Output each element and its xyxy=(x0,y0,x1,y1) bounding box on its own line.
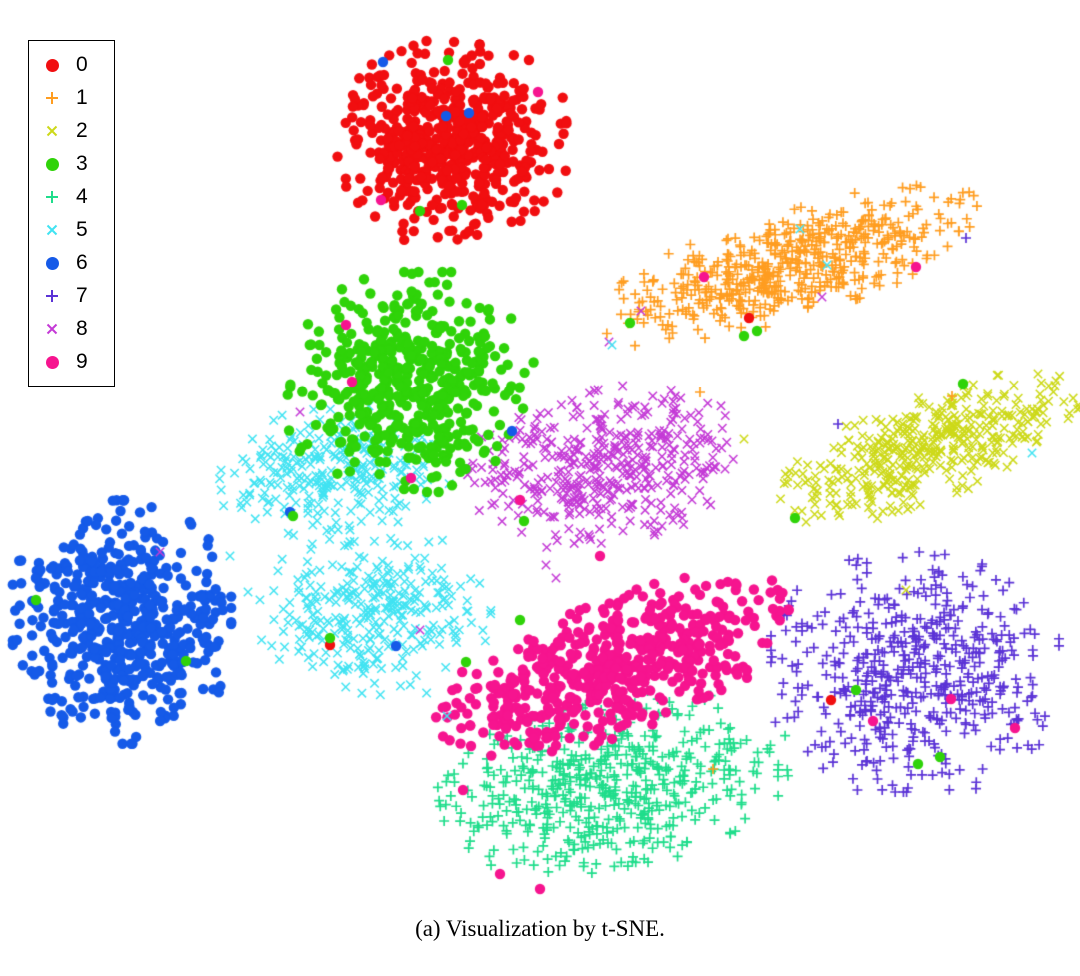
legend-x-icon xyxy=(43,124,61,138)
legend-item-8: 8 xyxy=(43,318,88,340)
legend-label: 3 xyxy=(76,152,88,175)
legend-label: 0 xyxy=(76,53,88,76)
legend-item-2: 2 xyxy=(43,120,88,142)
legend-label: 9 xyxy=(76,350,88,373)
legend-label: 8 xyxy=(76,317,88,340)
legend-label: 7 xyxy=(76,284,88,307)
legend-circle-icon xyxy=(43,355,61,369)
legend-x-icon xyxy=(43,223,61,237)
legend-item-6: 6 xyxy=(43,252,88,274)
legend-item-5: 5 xyxy=(43,219,88,241)
legend-label: 6 xyxy=(76,251,88,274)
legend-item-1: 1 xyxy=(43,87,88,109)
legend-plus-icon xyxy=(43,288,61,304)
legend-label: 1 xyxy=(76,86,88,109)
legend-label: 2 xyxy=(76,119,88,142)
legend-label: 4 xyxy=(76,185,88,208)
legend-circle-icon xyxy=(43,157,61,171)
legend-item-7: 7 xyxy=(43,285,88,307)
legend-item-0: 0 xyxy=(43,54,88,76)
legend-box: 0 1 2 3 4 5 6 7 8 9 xyxy=(28,40,115,387)
legend-item-4: 4 xyxy=(43,186,88,208)
legend-item-3: 3 xyxy=(43,153,88,175)
legend-circle-icon xyxy=(43,256,61,270)
legend-item-9: 9 xyxy=(43,351,88,373)
figure-caption: (a) Visualization by t-SNE. xyxy=(415,916,665,941)
legend-plus-icon xyxy=(43,90,61,106)
legend-circle-icon xyxy=(43,58,61,72)
legend-label: 5 xyxy=(76,218,88,241)
legend-x-icon xyxy=(43,322,61,336)
legend-plus-icon xyxy=(43,189,61,205)
